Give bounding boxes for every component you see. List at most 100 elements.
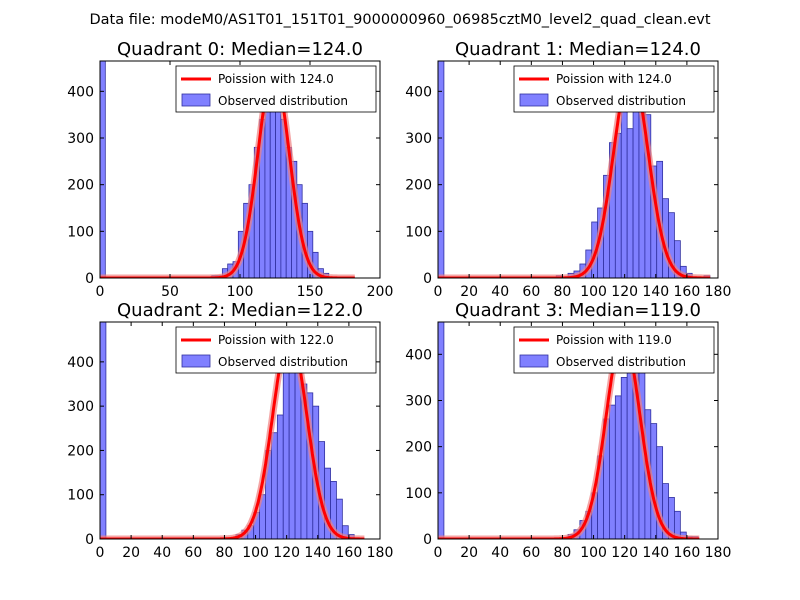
- histogram-bar: [438, 61, 445, 278]
- x-tick-label: 20: [460, 545, 478, 561]
- figure-suptitle: Data file: modeM0/AS1T01_151T01_90000009…: [89, 12, 710, 28]
- legend: Poission with 124.0 Observed distribution: [513, 65, 715, 113]
- x-tick-label: 60: [522, 284, 540, 300]
- histogram-bar: [674, 510, 681, 539]
- axes-frame: [99, 321, 381, 540]
- y-tick-label: 300: [405, 393, 432, 409]
- legend-label-poisson: Poission with 124.0: [556, 72, 672, 86]
- subplot-quadrant-1: 0 20 40 60 80 100 120 140 160 1800100200300400Qua…: [405, 39, 731, 300]
- histogram-bar: [276, 414, 284, 539]
- x-tick-label: 180: [367, 545, 394, 561]
- x-tick-label: 0: [434, 545, 443, 561]
- y-tick-label: 400: [405, 84, 432, 100]
- y-tick-label: 200: [405, 178, 432, 194]
- histogram-bar: [438, 322, 445, 539]
- x-tick-label: 140: [304, 545, 331, 561]
- histogram-bar: [674, 240, 681, 278]
- histogram-bar: [341, 525, 349, 539]
- histogram-bar: [626, 128, 634, 278]
- legend-label-poisson: Poission with 124.0: [218, 72, 334, 86]
- histogram-bar: [620, 104, 628, 278]
- histogram-bar: [271, 432, 278, 539]
- legend: Poission with 122.0 Observed distribution: [175, 326, 377, 374]
- legend-bar-swatch: [519, 354, 549, 368]
- histogram-bar: [282, 370, 290, 539]
- legend-label-poisson: Poission with 122.0: [218, 333, 334, 347]
- subplot-quadrant-2: 0 20 40 60 80 100 120 140 160 1800100200300400Qua…: [67, 300, 393, 561]
- y-tick-label: 300: [405, 131, 432, 147]
- x-tick-label: 180: [705, 284, 732, 300]
- x-tick-label: 20: [122, 545, 140, 561]
- y-tick-label: 0: [423, 532, 432, 548]
- histogram-bar: [620, 377, 628, 539]
- y-tick-label: 400: [67, 84, 94, 100]
- subplot-quadrant-0: 0 50 100 150 200 0 100 200 300 400 Quadrant 0: Med…: [67, 39, 393, 300]
- x-tick-label: 120: [273, 545, 300, 561]
- x-tick-label: 160: [674, 284, 701, 300]
- subplot-title: Quadrant 2: Median=122.0: [117, 300, 363, 321]
- x-tick-label: 80: [216, 545, 234, 561]
- axes-frame: [437, 60, 719, 279]
- x-tick-label: 120: [611, 545, 638, 561]
- legend-label-observed: Observed distribution: [556, 94, 686, 108]
- x-tick-label: 0: [434, 284, 443, 300]
- x-tick-label: 60: [184, 545, 202, 561]
- histogram-bar: [275, 90, 282, 278]
- poisson-curve-group: [438, 332, 703, 539]
- x-tick-label: 20: [460, 284, 478, 300]
- x-tick-label: 200: [367, 284, 394, 300]
- poisson-curve-group: [100, 66, 358, 278]
- y-tick-label: 0: [423, 271, 432, 287]
- legend-label-observed: Observed distribution: [218, 94, 348, 108]
- legend-bar-swatch: [519, 93, 549, 107]
- legend-bar-swatch: [181, 354, 211, 368]
- legend-label-observed: Observed distribution: [556, 355, 686, 369]
- x-tick-label: 100: [580, 284, 607, 300]
- y-tick-label: 300: [67, 131, 94, 147]
- histogram-bar: [264, 95, 271, 278]
- x-tick-label: 0: [96, 284, 105, 300]
- legend: Poission with 119.0 Observed distribution: [513, 326, 715, 374]
- legend-label-poisson: Poission with 119.0: [556, 333, 672, 347]
- y-tick-label: 100: [405, 224, 432, 240]
- x-tick-label: 100: [227, 284, 254, 300]
- y-tick-label: 100: [67, 224, 94, 240]
- legend: Poission with 124.0 Observed distribution: [175, 65, 377, 113]
- poisson-curve: [438, 68, 711, 278]
- x-tick-label: 140: [642, 284, 669, 300]
- legend-bar-swatch: [181, 93, 211, 107]
- histogram-bar: [614, 395, 622, 539]
- histogram-bar: [100, 322, 107, 539]
- x-tick-label: 100: [580, 545, 607, 561]
- subplot-title: Quadrant 1: Median=124.0: [455, 39, 701, 60]
- legend-label-observed: Observed distribution: [218, 355, 348, 369]
- y-tick-label: 0: [85, 271, 94, 287]
- poisson-curve: [100, 68, 356, 278]
- x-tick-label: 150: [297, 284, 324, 300]
- x-tick-label: 40: [153, 545, 171, 561]
- x-tick-label: 140: [642, 545, 669, 561]
- y-tick-label: 300: [67, 399, 94, 415]
- poisson-curve-group: [438, 66, 713, 278]
- poisson-curve-group: [100, 331, 368, 539]
- x-tick-label: 40: [491, 545, 509, 561]
- subplot-title: Quadrant 0: Median=124.0: [117, 39, 363, 60]
- x-tick-label: 50: [161, 284, 179, 300]
- x-tick-label: 0: [96, 545, 105, 561]
- y-tick-label: 400: [67, 355, 94, 371]
- x-tick-label: 180: [705, 545, 732, 561]
- subplot-title: Quadrant 3: Median=119.0: [455, 300, 701, 321]
- histogram-bars: [438, 322, 699, 539]
- x-tick-label: 120: [611, 284, 638, 300]
- histogram-bar: [609, 404, 616, 539]
- poisson-curve: [100, 333, 366, 539]
- y-tick-label: 200: [67, 443, 94, 459]
- y-tick-label: 200: [67, 178, 94, 194]
- x-tick-label: 160: [674, 545, 701, 561]
- y-tick-label: 100: [405, 486, 432, 502]
- axes-frame: [437, 321, 719, 540]
- histogram-bar: [100, 61, 106, 278]
- x-tick-label: 100: [242, 545, 269, 561]
